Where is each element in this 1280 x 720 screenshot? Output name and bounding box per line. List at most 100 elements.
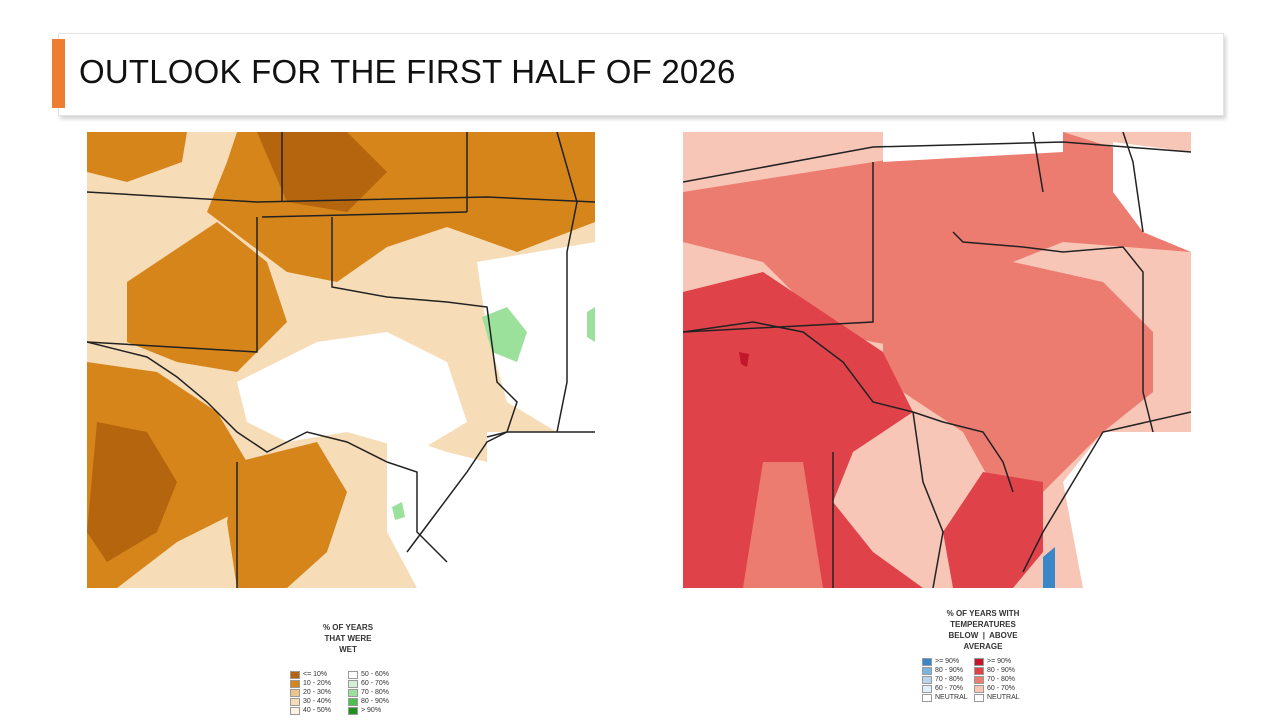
precip-darkorange-panhandle (257, 132, 387, 212)
legend-label: 80 - 90% (987, 667, 1016, 674)
precip-coastline (406, 431, 595, 553)
precip-legend-title-line: THAT WERE (324, 634, 372, 643)
slide-title: OUTLOOK FOR THE FIRST HALF OF 2026 (79, 53, 736, 90)
legend-swatch (974, 675, 984, 684)
legend-swatch (290, 697, 300, 706)
temp-legend-columns: >= 90% 80 - 90% 70 - 80% 60 - 70% NEUTRA… (893, 657, 1073, 702)
temp-legend-below-column: >= 90% 80 - 90% 70 - 80% 60 - 70% NEUTRA… (922, 657, 974, 702)
legend-label: 70 - 80% (987, 676, 1016, 683)
legend-swatch (922, 675, 932, 684)
legend-item: 20 - 30% (290, 688, 348, 697)
temp-mid-central (883, 262, 1153, 522)
precip-legend-title-line: % OF YEARS (322, 623, 374, 632)
legend-swatch (348, 697, 358, 706)
legend-label: 30 - 40% (303, 698, 332, 705)
temp-legend-title-line: TEMPERATURES (950, 620, 1016, 629)
legend-item: >= 90% (922, 657, 974, 666)
precip-legend-title-line: WET (339, 645, 357, 654)
legend-item: NEUTRAL (922, 693, 974, 702)
precip-white-east (477, 242, 595, 432)
temp-mid-southwest (743, 462, 823, 588)
legend-item: 70 - 80% (348, 688, 389, 697)
temp-legend-above-column: >= 90% 80 - 90% 70 - 80% 60 - 70% NEUTRA… (974, 657, 1020, 702)
legend-swatch (348, 688, 358, 697)
temp-legend-title: % OF YEARS WITH TEMPERATURES BELOW | ABO… (893, 608, 1073, 652)
legend-swatch (348, 706, 358, 715)
legend-label: 50 - 60% (361, 671, 390, 678)
temp-white-northeast (1113, 142, 1191, 252)
temp-state-borders (683, 132, 1191, 588)
legend-swatch (348, 670, 358, 679)
legend-label: >= 90% (987, 658, 1012, 665)
legend-item: 10 - 20% (290, 679, 348, 688)
precip-legend-columns: <= 10% 10 - 20% 20 - 30% 30 - 40% 40 - 5… (268, 670, 428, 715)
temp-legend-title-line: BELOW | ABOVE (948, 631, 1018, 640)
legend-label: 80 - 90% (935, 667, 964, 674)
legend-label: 20 - 30% (303, 689, 332, 696)
legend-label: 80 - 90% (361, 698, 390, 705)
legend-label: 70 - 80% (361, 689, 390, 696)
precipitation-legend: % OF YEARS THAT WERE WET <= 10% 10 - 20%… (268, 622, 428, 715)
legend-item: 60 - 70% (922, 684, 974, 693)
legend-label: > 90% (361, 707, 382, 714)
temp-blue-coast (1043, 547, 1055, 588)
legend-swatch (974, 657, 984, 666)
legend-swatch (348, 679, 358, 688)
title-accent-bar (52, 39, 65, 108)
legend-swatch (290, 706, 300, 715)
legend-item: 70 - 80% (974, 675, 1020, 684)
precip-state-borders (87, 132, 595, 588)
legend-swatch (974, 666, 984, 675)
legend-label: <= 10% (303, 671, 328, 678)
legend-item: 40 - 50% (290, 706, 348, 715)
legend-swatch (922, 666, 932, 675)
precip-white-gulf (487, 432, 595, 588)
legend-swatch (974, 693, 984, 702)
precip-darkorange-southwest (87, 422, 177, 562)
precipitation-map-graphic (87, 132, 595, 588)
legend-swatch (922, 684, 932, 693)
precip-orange-nw (87, 132, 187, 182)
legend-item: >= 90% (974, 657, 1020, 666)
temp-mid-north (683, 132, 1191, 352)
legend-label: 60 - 70% (361, 680, 390, 687)
legend-item: 70 - 80% (922, 675, 974, 684)
legend-label: 70 - 80% (935, 676, 964, 683)
temp-legend-title-line: AVERAGE (963, 642, 1003, 651)
legend-item: 80 - 90% (922, 666, 974, 675)
precip-white-central (237, 332, 467, 452)
temp-legend-title-line: % OF YEARS WITH (946, 609, 1020, 618)
legend-item: 80 - 90% (974, 666, 1020, 675)
precip-legend-title: % OF YEARS THAT WERE WET (268, 622, 428, 655)
legend-swatch (290, 688, 300, 697)
legend-item: > 90% (348, 706, 389, 715)
legend-swatch (974, 684, 984, 693)
legend-label: 60 - 70% (935, 685, 964, 692)
legend-item: 80 - 90% (348, 697, 389, 706)
legend-label: NEUTRAL (935, 694, 968, 701)
precip-orange-nm (127, 222, 287, 372)
temp-red-west (683, 272, 923, 588)
legend-label: 60 - 70% (987, 685, 1016, 692)
legend-item: 60 - 70% (974, 684, 1020, 693)
temp-white-gulf (1063, 432, 1191, 588)
legend-swatch (290, 679, 300, 688)
temperature-legend: % OF YEARS WITH TEMPERATURES BELOW | ABO… (893, 608, 1073, 702)
legend-swatch (922, 657, 932, 666)
precip-legend-dry-column: <= 10% 10 - 20% 20 - 30% 30 - 40% 40 - 5… (290, 670, 348, 715)
legend-label: NEUTRAL (987, 694, 1020, 701)
legend-item: 60 - 70% (348, 679, 389, 688)
temp-white-north (883, 132, 1063, 162)
legend-label: 40 - 50% (303, 707, 332, 714)
temperature-map-graphic (683, 132, 1191, 588)
legend-swatch (922, 693, 932, 702)
legend-swatch (290, 670, 300, 679)
precip-green-edge (587, 307, 595, 342)
legend-item: <= 10% (290, 670, 348, 679)
precip-orange-south (227, 442, 347, 588)
precip-legend-wet-column: 50 - 60% 60 - 70% 70 - 80% 80 - 90% > 90… (348, 670, 389, 715)
legend-item: 50 - 60% (348, 670, 389, 679)
legend-item: 30 - 40% (290, 697, 348, 706)
temperature-outlook-map (683, 132, 1191, 588)
legend-label: 10 - 20% (303, 680, 332, 687)
